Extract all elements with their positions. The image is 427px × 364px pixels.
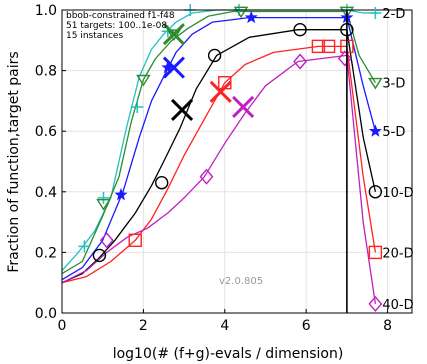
dim-marker-20-D [368, 245, 383, 260]
marker-40-D [99, 232, 114, 249]
y-tick-label: 0.0 [35, 306, 57, 322]
cross-20-D [209, 80, 232, 103]
marker-40-D [199, 168, 214, 185]
marker-10-D [155, 176, 169, 190]
x-tick-label: 2 [139, 318, 148, 334]
marker-20-D [311, 39, 326, 54]
marker-3-D [96, 199, 111, 211]
marker-2-D [131, 100, 144, 113]
marker-2-D [97, 191, 110, 204]
legend-box: bbob-constrained f1-f48 51 targets: 100.… [66, 11, 175, 41]
marker-5-D [244, 10, 258, 24]
y-tick-label: 0.4 [35, 185, 57, 201]
y-axis-label: Fraction of function,target pairs [6, 51, 22, 272]
y-tick-label: 0.8 [35, 64, 57, 80]
dimension-labels: 2-D 3-D 5-D 10-D 20-D 40-D [368, 7, 414, 313]
dim-marker-40-D [368, 295, 383, 312]
marker-3-D [339, 6, 355, 19]
series-layer [61, 9, 377, 304]
dim-label-5-D: 5-D [382, 125, 405, 140]
marker-5-D [114, 187, 128, 201]
marker-20-D [321, 39, 336, 54]
x-tick-label: 8 [383, 318, 392, 334]
dim-marker-2-D [369, 7, 382, 20]
dim-label-10-D: 10-D [382, 186, 413, 201]
version-label: v2.0.805 [219, 276, 263, 287]
series-line-2-D [61, 9, 376, 272]
axis-ticks: 0 2 4 6 8 0.0 0.2 0.4 0.6 0.8 1.0 [35, 3, 392, 334]
dim-marker-10-D [368, 185, 383, 199]
x-tick-label: 4 [220, 318, 229, 334]
marker-3-D [233, 6, 249, 19]
dim-label-2-D: 2-D [382, 7, 405, 22]
plot-frame [61, 9, 413, 314]
series-line-40-D [61, 54, 377, 304]
cross-40-D [232, 95, 255, 119]
marker-3-D [166, 29, 182, 41]
y-tick-label: 0.6 [35, 124, 57, 140]
legend-line-2: 51 targets: 100..1e-08 [66, 21, 167, 31]
marker-20-D [128, 233, 142, 247]
cross-5-D [162, 56, 185, 79]
dim-marker-5-D [368, 124, 382, 137]
cross-3-D [162, 23, 185, 46]
marker-40-D [293, 53, 308, 70]
marker-layer [78, 4, 355, 263]
x-tick-label: 6 [302, 318, 311, 334]
x-tick-label: 0 [58, 318, 67, 334]
x-axis-label: log10(# (f+g)-evals / dimension) [113, 346, 344, 362]
y-tick-label: 0.2 [35, 245, 57, 261]
cross-10-D [170, 98, 194, 122]
marker-40-D [337, 50, 352, 67]
legend-line-1: bbob-constrained f1-f48 [66, 11, 175, 21]
dim-label-3-D: 3-D [382, 77, 405, 92]
y-tick-label: 1.0 [35, 3, 57, 19]
dim-label-40-D: 40-D [382, 298, 413, 313]
marker-10-D [293, 22, 307, 37]
legend-line-3: 15 instances [66, 31, 123, 41]
marker-2-D [78, 240, 91, 253]
marker-10-D [92, 248, 107, 263]
marker-10-D [207, 48, 222, 63]
dim-marker-3-D [368, 77, 383, 90]
series-line-20-D [61, 45, 377, 284]
cross-layer [162, 23, 255, 122]
dim-label-20-D: 20-D [382, 246, 413, 261]
marker-3-D [136, 74, 151, 87]
series-line-5-D [61, 16, 377, 281]
